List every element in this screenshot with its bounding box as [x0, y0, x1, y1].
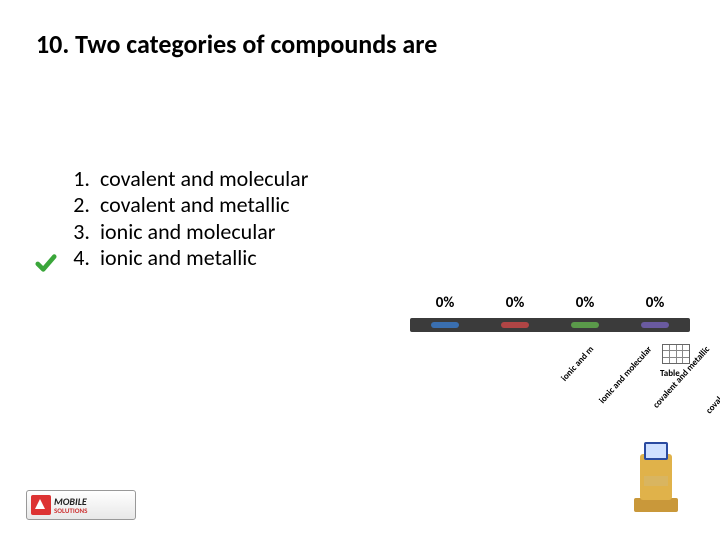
bar-1 — [431, 322, 459, 328]
bar-2 — [501, 322, 529, 328]
answer-3-num: 3. — [62, 219, 90, 245]
answer-4-text: ionic and metallic — [100, 245, 257, 271]
logo-line2: SOLUTIONS — [54, 507, 87, 514]
brand-logo: MOBILE SOLUTIONS — [26, 490, 136, 520]
pct-4: 0% — [627, 294, 683, 312]
answer-1: 1. covalent and molecular — [62, 166, 308, 192]
pct-1: 0% — [417, 294, 473, 312]
table-label: Table — [660, 368, 680, 379]
answer-1-num: 1. — [62, 166, 90, 192]
question-title: 10. Two categories of compounds are — [36, 28, 437, 60]
checkmark-icon — [35, 252, 57, 274]
bar-3 — [571, 322, 599, 328]
pct-3: 0% — [557, 294, 613, 312]
answer-2-text: covalent and metallic — [100, 192, 290, 218]
answer-list: 1. covalent and molecular 2. covalent an… — [62, 166, 308, 272]
pct-row: 0% 0% 0% 0% — [410, 294, 690, 312]
pct-2: 0% — [487, 294, 543, 312]
kiosk-icon — [626, 436, 686, 516]
poll-chart: 0% 0% 0% 0% covalent and molecular coval… — [410, 294, 690, 414]
logo-line1: MOBILE — [54, 497, 87, 507]
answer-2: 2. covalent and metallic — [62, 192, 308, 218]
answer-1-text: covalent and molecular — [100, 166, 308, 192]
answer-4-num: 4. — [62, 245, 90, 271]
logo-icon — [31, 495, 51, 515]
bar-4 — [641, 322, 669, 328]
label-row: covalent and molecular covalent and meta… — [410, 336, 690, 416]
table-icon[interactable] — [662, 344, 690, 364]
answer-3-text: ionic and molecular — [100, 219, 275, 245]
answer-4: 4. ionic and metallic — [62, 245, 308, 271]
answer-3: 3. ionic and molecular — [62, 219, 308, 245]
answer-2-num: 2. — [62, 192, 90, 218]
bar-row — [410, 318, 690, 332]
